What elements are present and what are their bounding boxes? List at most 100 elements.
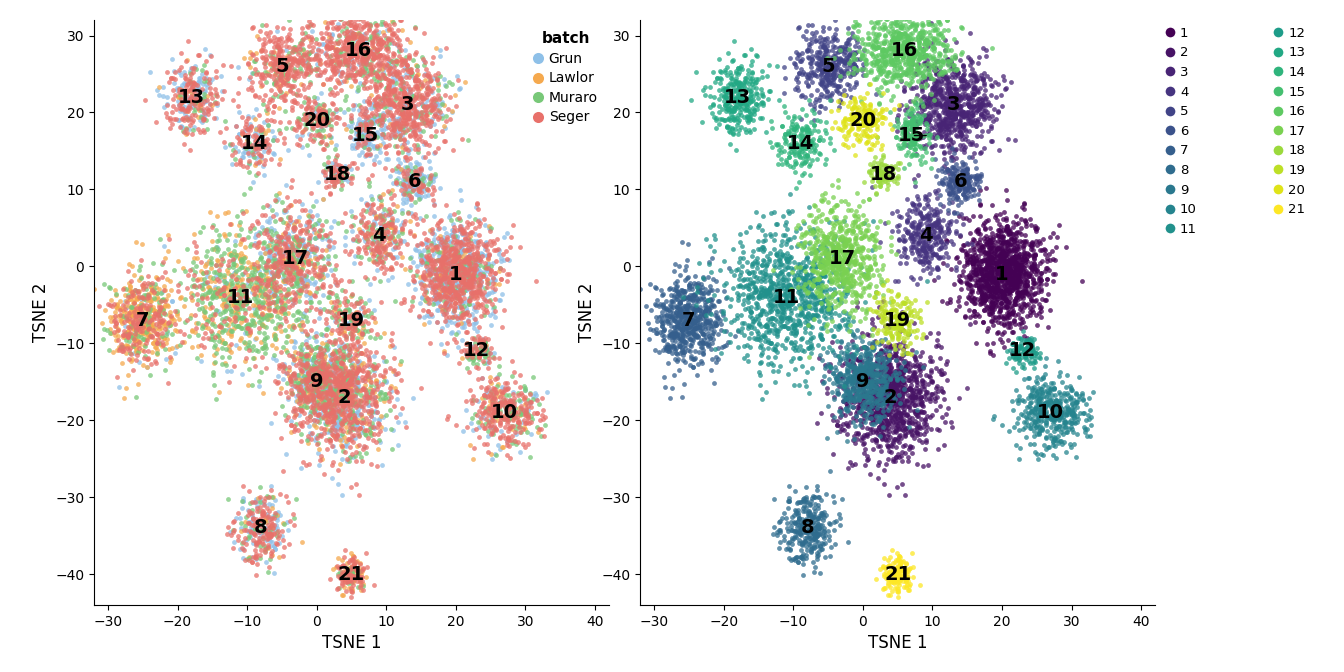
Point [802, 229, 824, 240]
Point [991, 265, 1012, 276]
Point [371, 11, 392, 22]
Point [348, 364, 370, 375]
Point [122, 314, 144, 325]
Point [829, 425, 851, 436]
Point [241, 528, 262, 539]
Point [800, 247, 821, 258]
Point [868, 339, 890, 349]
Point [370, 101, 391, 112]
Point [477, 258, 499, 269]
Point [277, 69, 298, 79]
Point [913, 143, 934, 154]
Point [735, 73, 757, 84]
Point [909, 52, 930, 63]
Point [395, 101, 417, 112]
Point [993, 261, 1015, 271]
Point [253, 136, 274, 146]
Point [351, 569, 372, 580]
Point [313, 102, 335, 113]
Point [913, 65, 934, 76]
Point [417, 83, 438, 93]
Point [774, 304, 796, 314]
Point [390, 298, 411, 308]
Point [341, 333, 363, 344]
Point [685, 304, 707, 314]
Point [468, 237, 489, 247]
Point [356, 391, 378, 402]
Point [808, 260, 829, 271]
Point [797, 515, 818, 526]
Point [289, 235, 310, 246]
Point [1048, 421, 1070, 431]
Point [671, 314, 692, 325]
Point [430, 93, 452, 103]
Point [796, 127, 817, 138]
Point [371, 116, 392, 127]
Point [886, 26, 907, 37]
Point [418, 267, 439, 278]
Point [941, 144, 962, 155]
Point [867, 401, 888, 412]
Point [407, 142, 429, 153]
Point [874, 77, 895, 87]
Point [480, 261, 501, 271]
Point [1000, 245, 1021, 255]
Point [911, 31, 933, 42]
Point [203, 272, 224, 283]
Point [461, 280, 482, 291]
Point [297, 360, 319, 371]
Point [910, 42, 931, 53]
Point [995, 269, 1016, 280]
Point [844, 54, 866, 65]
Point [445, 253, 466, 263]
Point [434, 273, 456, 284]
Point [124, 314, 145, 325]
Point [687, 278, 708, 289]
Point [310, 403, 332, 414]
Point [1035, 279, 1056, 290]
Point [392, 296, 414, 307]
Point [867, 404, 888, 415]
Point [445, 100, 466, 111]
Point [503, 367, 524, 378]
Point [296, 382, 317, 393]
Point [800, 138, 821, 149]
Point [894, 114, 915, 124]
Point [262, 148, 284, 159]
Point [930, 67, 952, 78]
Point [478, 249, 500, 260]
Point [864, 413, 886, 423]
Point [266, 239, 288, 250]
Point [849, 359, 871, 370]
Point [895, 68, 917, 79]
Point [348, 242, 370, 253]
Point [288, 249, 309, 260]
Point [849, 400, 871, 411]
Point [923, 95, 945, 106]
Point [989, 208, 1011, 219]
Point [798, 342, 820, 353]
Point [692, 116, 714, 127]
Point [371, 39, 392, 50]
Point [852, 341, 874, 352]
Point [304, 259, 325, 270]
Point [481, 415, 503, 425]
Point [441, 249, 462, 259]
Point [801, 289, 823, 300]
Point [269, 103, 290, 114]
Point [386, 68, 407, 79]
Point [466, 236, 488, 247]
Point [991, 298, 1012, 308]
Point [808, 315, 829, 326]
Point [449, 83, 470, 93]
Point [194, 306, 215, 317]
Point [882, 168, 903, 179]
Point [738, 112, 759, 123]
Point [344, 397, 366, 408]
Point [957, 107, 978, 118]
Point [886, 54, 907, 65]
Point [981, 228, 1003, 239]
Point [281, 275, 302, 286]
Point [1007, 274, 1028, 284]
Point [919, 112, 941, 122]
